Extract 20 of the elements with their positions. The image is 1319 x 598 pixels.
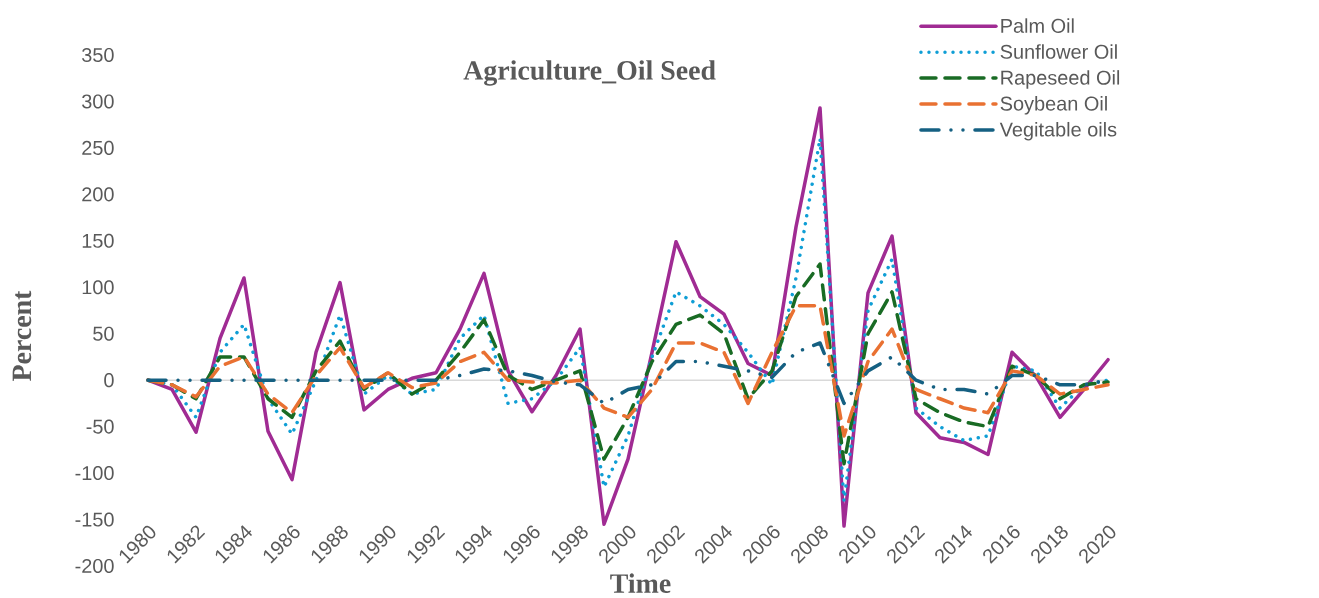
y-tick-label: 350 xyxy=(82,47,114,63)
y-tick-label: 50 xyxy=(93,326,114,341)
y-axis-title: Percent xyxy=(12,290,32,381)
y-tick-label: -50 xyxy=(86,419,114,434)
legend-label: Soybean Oil xyxy=(1000,96,1107,115)
chart-title: Agriculture_Oil Seed xyxy=(463,60,716,86)
y-tick-label: -150 xyxy=(75,512,114,527)
y-tick-label: 0 xyxy=(104,373,114,388)
y-tick-label: 100 xyxy=(82,280,114,295)
legend-label: Palm Oil xyxy=(1001,18,1074,33)
y-tick-label: 150 xyxy=(82,233,114,248)
y-tick-label: 250 xyxy=(82,140,114,155)
legend-label: Vegitable oils xyxy=(999,121,1117,141)
y-tick-label: -100 xyxy=(75,466,114,481)
legend-label: Rapeseed Oil xyxy=(1001,70,1120,89)
y-tick-label: 300 xyxy=(82,94,114,109)
legend-label: Sunflower Oil xyxy=(1000,44,1117,59)
x-axis-title: Time xyxy=(610,573,671,593)
y-tick-label: 200 xyxy=(82,187,114,202)
y-tick-label: -200 xyxy=(75,558,114,574)
